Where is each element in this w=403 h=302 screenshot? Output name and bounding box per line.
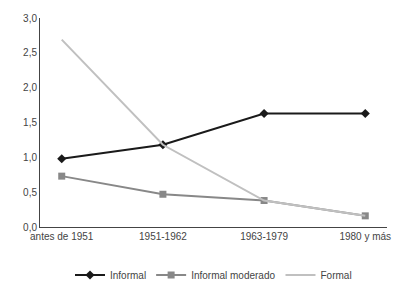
svg-text:0,5: 0,5 [23,187,37,198]
svg-text:2,5: 2,5 [23,47,37,58]
svg-text:Informal moderado: Informal moderado [191,270,275,281]
svg-text:0,0: 0,0 [23,222,37,233]
svg-text:3,0: 3,0 [23,13,37,24]
svg-text:1963-1979: 1963-1979 [240,231,288,242]
svg-text:1,5: 1,5 [23,117,37,128]
svg-text:Formal: Formal [320,270,351,281]
svg-text:1,0: 1,0 [23,152,37,163]
svg-text:1980 y más: 1980 y más [339,231,391,242]
svg-text:antes de 1951: antes de 1951 [30,231,94,242]
svg-text:Informal: Informal [110,270,146,281]
svg-text:2,0: 2,0 [23,82,37,93]
svg-text:1951-1962: 1951-1962 [139,231,187,242]
